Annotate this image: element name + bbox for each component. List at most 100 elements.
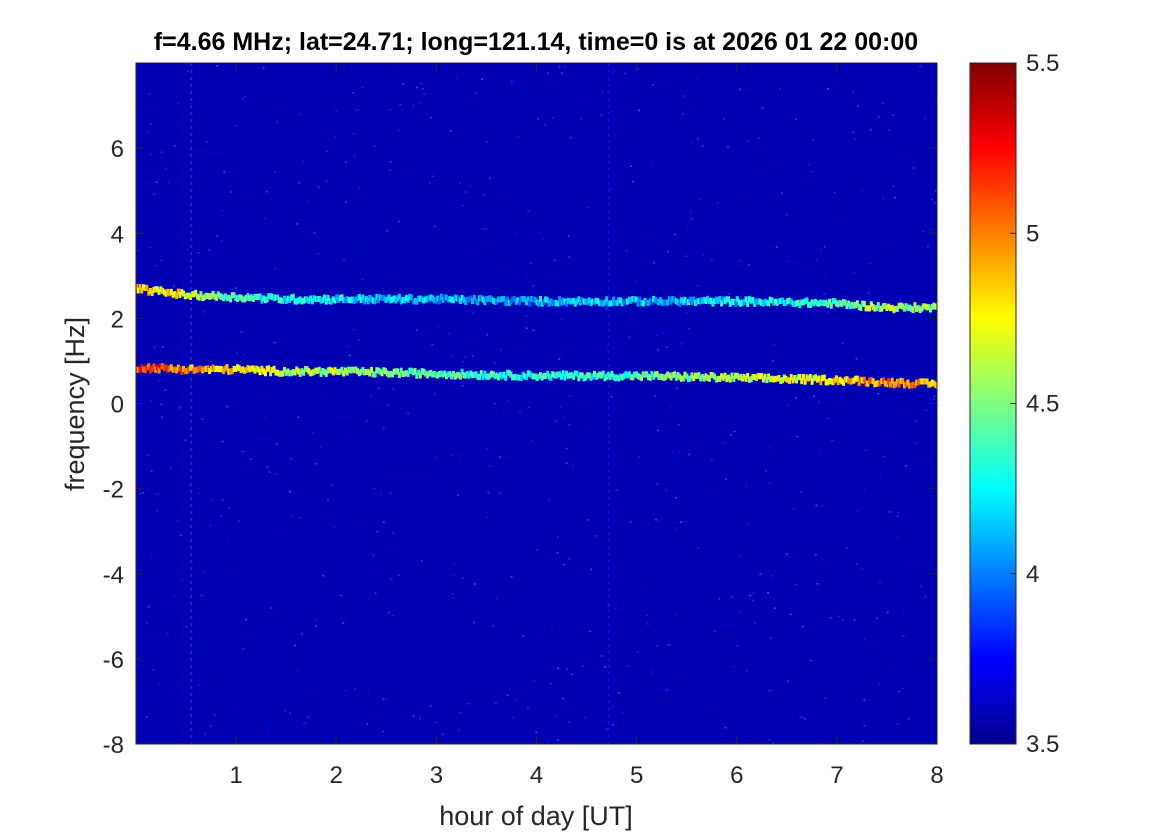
noise-speck [521, 189, 524, 191]
noise-speck [410, 680, 413, 683]
series-1-point [438, 298, 441, 305]
series-1-point [572, 297, 576, 304]
noise-speck [352, 92, 355, 94]
series-2-point [359, 368, 363, 375]
noise-speck [600, 655, 603, 657]
noise-speck [804, 718, 806, 720]
series-1-point [883, 303, 887, 310]
noise-speck [297, 416, 300, 419]
series-1-point [403, 297, 407, 304]
series-1-point [218, 293, 222, 300]
noise-speck [861, 740, 864, 742]
noise-speck [562, 697, 565, 700]
series-1-point [232, 292, 236, 299]
noise-speck [430, 116, 433, 119]
noise-speck [430, 678, 433, 680]
noise-speck [461, 384, 464, 387]
series-2-point [774, 375, 778, 382]
series-2-point [819, 379, 823, 386]
noise-speck [914, 420, 917, 422]
noise-speck [286, 222, 289, 224]
noise-speck [628, 336, 631, 339]
series-1-point [688, 296, 692, 303]
noise-speck [429, 70, 432, 72]
noise-speck [933, 594, 936, 597]
noise-speck [888, 685, 891, 687]
noise-speck [726, 358, 729, 360]
noise-speck [568, 624, 571, 627]
series-2-point [539, 372, 542, 379]
series-1-point [354, 296, 358, 303]
noise-speck [435, 721, 438, 723]
noise-speck [554, 513, 557, 515]
noise-speck [525, 315, 528, 317]
noise-speck [845, 535, 848, 537]
noise-speck [818, 401, 820, 404]
noise-speck [871, 247, 874, 249]
x-tick-label: 5 [630, 762, 643, 789]
series-1-point [507, 300, 511, 306]
noise-speck [290, 593, 293, 595]
series-2-point [525, 374, 529, 381]
noise-speck [266, 437, 269, 440]
series-1-point [904, 303, 908, 310]
noise-speck [415, 86, 418, 89]
noise-speck [459, 455, 462, 457]
noise-speck [570, 673, 573, 676]
noise-speck [355, 410, 358, 412]
series-2-point [455, 372, 459, 379]
noise-speck [888, 674, 891, 676]
series-2-point [768, 376, 772, 383]
series-1-point [925, 304, 929, 311]
noise-speck [804, 118, 807, 120]
noise-speck [815, 258, 818, 261]
series-1-point [465, 296, 469, 303]
series-1-point [277, 297, 281, 304]
noise-speck [655, 644, 658, 647]
noise-speck [710, 458, 713, 461]
series-1-point [500, 296, 504, 303]
series-1-point [875, 305, 879, 311]
series-2-point [559, 373, 563, 380]
noise-speck [348, 354, 351, 357]
noise-speck [239, 390, 242, 393]
noise-speck [303, 599, 306, 601]
series-1-point [152, 286, 156, 293]
series-2-point [697, 372, 701, 379]
noise-speck [485, 448, 488, 451]
series-2-point [493, 373, 497, 380]
series-2-point [218, 365, 222, 372]
series-1-point [814, 299, 818, 305]
noise-speck [247, 634, 250, 637]
series-1-point [387, 294, 391, 301]
noise-speck [888, 511, 891, 513]
series-2-point [610, 370, 614, 377]
noise-speck [218, 145, 221, 148]
series-2-point [833, 377, 837, 384]
noise-speck [539, 232, 542, 235]
noise-speck [297, 719, 300, 722]
noise-speck [654, 427, 657, 430]
series-1-point [361, 294, 365, 301]
series-2-point [500, 373, 504, 380]
noise-speck [799, 491, 802, 493]
series-1-point [519, 296, 523, 303]
noise-speck [637, 717, 640, 720]
series-1-point [201, 295, 205, 302]
series-2-point [190, 364, 194, 371]
noise-speck [522, 459, 524, 461]
series-2-point [431, 371, 434, 378]
series-1-point [805, 297, 809, 304]
noise-speck [667, 250, 669, 253]
series-2-point [528, 371, 532, 378]
series-2-point [593, 370, 596, 377]
series-1-point [605, 296, 609, 303]
noise-speck [896, 537, 899, 539]
noise-speck [142, 477, 145, 479]
series-2-point [777, 375, 781, 381]
y-tick-label: -6 [103, 647, 124, 674]
noise-speck [777, 362, 780, 364]
noise-speck [152, 669, 155, 671]
noise-speck [863, 587, 866, 590]
noise-speck [293, 707, 296, 710]
